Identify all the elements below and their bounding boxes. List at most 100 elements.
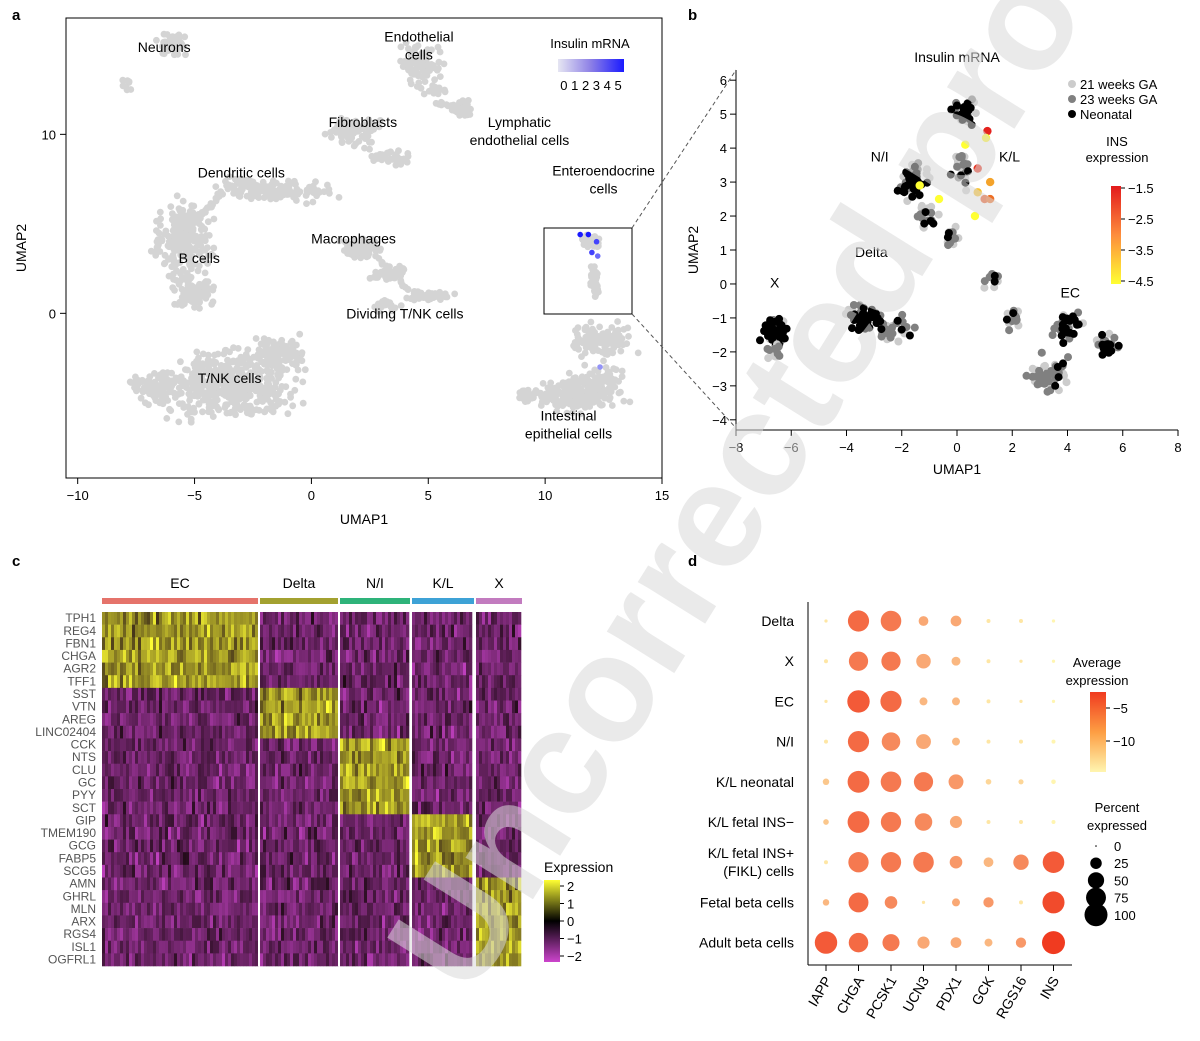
heatmap-cell bbox=[439, 612, 443, 625]
heatmap-cell bbox=[228, 725, 232, 739]
heatmap-cell bbox=[278, 662, 282, 676]
heatmap-cell bbox=[150, 713, 154, 727]
x-tick-label: 8 bbox=[1174, 440, 1181, 455]
cell-point bbox=[583, 392, 591, 399]
heatmap-cell bbox=[406, 789, 410, 802]
heatmap-cell bbox=[180, 662, 184, 676]
heatmap-cell bbox=[231, 713, 235, 727]
heatmap-cell bbox=[132, 801, 136, 815]
heatmap-cell bbox=[195, 789, 199, 802]
cell-point bbox=[1114, 341, 1123, 350]
heatmap-cell bbox=[329, 713, 333, 727]
heatmap-cell bbox=[361, 713, 365, 727]
heatmap-cell bbox=[192, 713, 196, 727]
heatmap-cell bbox=[225, 662, 229, 676]
heatmap-cell bbox=[269, 612, 273, 625]
heatmap-cell bbox=[430, 637, 434, 651]
heatmap-cell bbox=[379, 789, 383, 802]
heatmap-cell bbox=[287, 612, 291, 625]
heatmap-cell bbox=[433, 713, 437, 727]
heatmap-cell bbox=[243, 675, 247, 689]
heatmap-cell bbox=[144, 789, 148, 802]
heatmap-cell bbox=[515, 624, 519, 638]
cell-point bbox=[190, 404, 198, 412]
heatmap-cell bbox=[320, 624, 324, 638]
heatmap-cell bbox=[364, 789, 368, 802]
heatmap-cell bbox=[343, 687, 347, 701]
cell-point bbox=[1002, 315, 1011, 324]
heatmap-cell bbox=[284, 789, 288, 802]
heatmap-cell bbox=[171, 789, 175, 802]
heatmap-cell bbox=[222, 801, 226, 815]
panel-letter-d: d bbox=[688, 553, 697, 570]
cell-point bbox=[193, 348, 201, 356]
heatmap-cell bbox=[400, 675, 404, 689]
heatmap-cell bbox=[159, 738, 163, 752]
heatmap-cell bbox=[266, 801, 270, 815]
cell-point bbox=[436, 288, 444, 296]
heatmap-cell bbox=[278, 763, 282, 777]
heatmap-cell bbox=[105, 713, 109, 727]
heatmap-cell bbox=[299, 700, 303, 714]
cell-point bbox=[435, 65, 442, 72]
heatmap-cell bbox=[512, 649, 516, 663]
heatmap-cell bbox=[281, 662, 285, 676]
cell-point bbox=[181, 33, 189, 41]
heatmap-cell bbox=[138, 713, 142, 727]
cell-point bbox=[404, 286, 412, 293]
heatmap-cell bbox=[132, 713, 136, 727]
cell-point bbox=[163, 31, 171, 38]
cell-point bbox=[156, 399, 164, 407]
heatmap-cell bbox=[177, 649, 181, 663]
heatmap-cell bbox=[430, 751, 434, 765]
cell-point bbox=[600, 357, 607, 365]
cell-point bbox=[167, 203, 175, 211]
heatmap-cell bbox=[415, 675, 419, 689]
cell-point bbox=[269, 344, 277, 351]
heatmap-cell bbox=[370, 725, 374, 739]
heatmap-cell bbox=[165, 801, 169, 815]
heatmap-cell bbox=[216, 801, 220, 815]
heatmap-cell bbox=[192, 637, 196, 651]
heatmap-cell bbox=[168, 662, 172, 676]
heatmap-cell bbox=[165, 751, 169, 765]
heatmap-cell bbox=[195, 675, 199, 689]
heatmap-cell bbox=[287, 713, 291, 727]
heatmap-cell bbox=[388, 751, 392, 765]
heatmap-cell bbox=[144, 801, 148, 815]
cell-point bbox=[303, 189, 311, 197]
heatmap-cell bbox=[311, 751, 315, 765]
heatmap-cell bbox=[219, 687, 223, 701]
cell-point bbox=[906, 176, 914, 185]
heatmap-cell bbox=[231, 662, 235, 676]
heatmap-cell bbox=[361, 649, 365, 663]
heatmap-cell bbox=[263, 637, 267, 651]
heatmap-cell bbox=[379, 675, 383, 689]
heatmap-cell bbox=[367, 662, 371, 676]
heatmap-cell bbox=[454, 612, 458, 625]
cell-point bbox=[614, 318, 621, 325]
cell-point bbox=[922, 165, 931, 174]
cell-point bbox=[927, 202, 936, 211]
cell-point bbox=[205, 404, 213, 411]
heatmap-cell bbox=[201, 637, 205, 651]
heatmap-cell bbox=[141, 801, 145, 815]
heatmap-cell bbox=[397, 713, 401, 727]
heatmap-cell bbox=[329, 789, 333, 802]
heatmap-cell bbox=[168, 612, 172, 625]
heatmap-cell bbox=[332, 624, 336, 638]
heatmap-cell bbox=[192, 801, 196, 815]
heatmap-cell bbox=[424, 713, 428, 727]
heatmap-cell bbox=[141, 662, 145, 676]
heatmap-cell bbox=[397, 738, 401, 752]
cell-point bbox=[1045, 369, 1054, 378]
heatmap-cell bbox=[382, 751, 386, 765]
cell-point bbox=[182, 51, 189, 59]
heatmap-cell bbox=[272, 763, 276, 777]
heatmap-cell bbox=[491, 637, 495, 651]
cell-point bbox=[281, 351, 289, 359]
heatmap-cell bbox=[210, 649, 214, 663]
heatmap-cell bbox=[201, 687, 205, 701]
heatmap-cell bbox=[370, 713, 374, 727]
heatmap-cell bbox=[153, 612, 157, 625]
